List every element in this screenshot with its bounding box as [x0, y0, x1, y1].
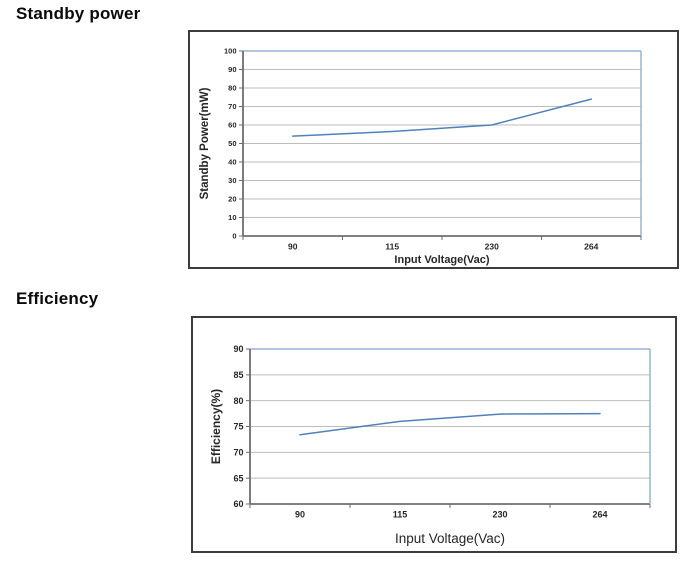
x-tick-label: 115 — [393, 510, 408, 520]
x-tick-label: 90 — [288, 242, 298, 252]
series-line — [299, 412, 601, 436]
x-tick-label: 264 — [584, 242, 598, 252]
x-axis-title: Input Voltage(Vac) — [395, 531, 505, 546]
standby-power-heading: Standby power — [16, 4, 141, 23]
y-tick-label: 85 — [233, 370, 243, 380]
y-tick-label: 80 — [228, 84, 236, 93]
y-tick-label: 90 — [228, 65, 236, 74]
y-tick-label: 70 — [228, 102, 236, 111]
x-tick-label: 264 — [592, 510, 607, 520]
y-axis-title: Efficiency(%) — [209, 389, 223, 464]
x-tick-label: 230 — [492, 510, 507, 520]
y-tick-label: 40 — [228, 158, 236, 167]
y-tick-label: 70 — [233, 448, 243, 458]
standby-power-chart: 0 10 20 30 40 50 60 70 80 90 100 90 115 230 264 Input V… — [199, 47, 642, 266]
standby-power-chart-frame: 0 10 20 30 40 50 60 70 80 90 100 90 115 230 264 Input V… — [188, 30, 679, 269]
y-tick-label: 90 — [233, 344, 243, 354]
y-tick-label: 75 — [233, 422, 243, 432]
y-tick-label: 20 — [228, 195, 236, 204]
y-tick-label: 50 — [228, 139, 236, 148]
x-tick-label: 90 — [295, 510, 305, 520]
efficiency-heading: Efficiency — [16, 289, 99, 308]
y-tick-label: 100 — [224, 47, 237, 56]
y-tick-label: 80 — [233, 396, 243, 406]
x-axis-title: Input Voltage(Vac) — [394, 254, 489, 266]
x-tick-label: 230 — [485, 242, 499, 252]
y-tick-label: 60 — [228, 121, 236, 130]
efficiency-chart: 60 65 70 75 80 85 90 90 115 230 264 Input Voltage(V… — [209, 344, 651, 546]
y-tick-label: 65 — [233, 473, 243, 483]
series-line — [292, 98, 592, 137]
y-tick-label: 0 — [232, 232, 236, 241]
y-tick-label: 30 — [228, 176, 236, 185]
y-tick-label: 10 — [228, 213, 236, 222]
y-tick-label: 60 — [233, 499, 243, 509]
y-axis-title: Standby Power(mW) — [199, 87, 211, 199]
x-tick-label: 115 — [385, 242, 399, 252]
efficiency-chart-frame: 60 65 70 75 80 85 90 90 115 230 264 Input Voltage(V… — [191, 316, 677, 553]
